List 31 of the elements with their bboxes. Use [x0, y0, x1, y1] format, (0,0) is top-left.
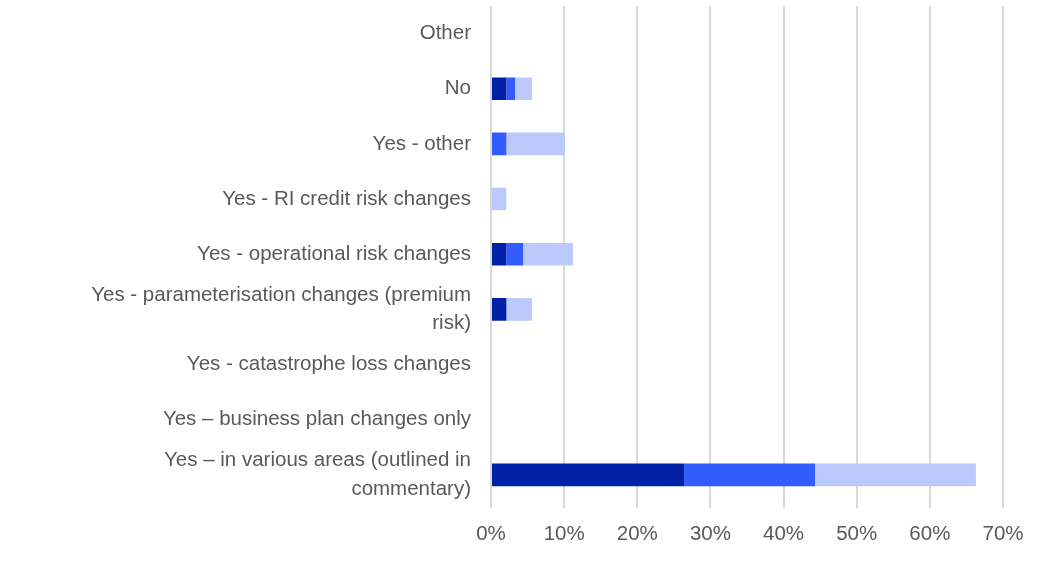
bar [515, 77, 532, 101]
bar [684, 463, 816, 487]
bar [492, 298, 507, 321]
x-tick-label: 40% [763, 521, 805, 545]
bar [506, 132, 565, 156]
x-tick-label: 60% [909, 521, 951, 545]
y-tick-label: Yes – in various areas (outlined in commentary) [164, 447, 471, 499]
bar [523, 242, 573, 266]
y-tick-label: Yes - other [372, 130, 472, 154]
y-tick-label: Yes - parameterisation changes (premium risk) [91, 281, 471, 334]
y-tick-label: Yes - catastrophe loss changes [186, 351, 471, 375]
bar [506, 77, 516, 101]
y-tick-label: Yes – business plan changes only [162, 406, 472, 430]
x-tick-label: 0% [476, 521, 506, 545]
bar [492, 132, 507, 156]
bar [815, 463, 976, 487]
x-tick-label: 30% [689, 521, 731, 545]
bar [506, 298, 532, 321]
x-tick-label: 50% [836, 521, 878, 545]
y-tick-label: Other [419, 20, 472, 44]
y-tick-label: No [444, 75, 471, 99]
bar [506, 242, 524, 266]
x-tick-label: 20% [616, 521, 658, 545]
bar [492, 242, 507, 266]
x-tick-label: 10% [543, 521, 585, 545]
x-tick-label: 70% [982, 521, 1024, 545]
bar [492, 187, 507, 211]
bar [492, 77, 507, 101]
y-tick-label: Yes - RI credit risk changes [222, 185, 471, 209]
bar [492, 463, 685, 487]
y-tick-label: Yes - operational risk changes [197, 240, 471, 264]
